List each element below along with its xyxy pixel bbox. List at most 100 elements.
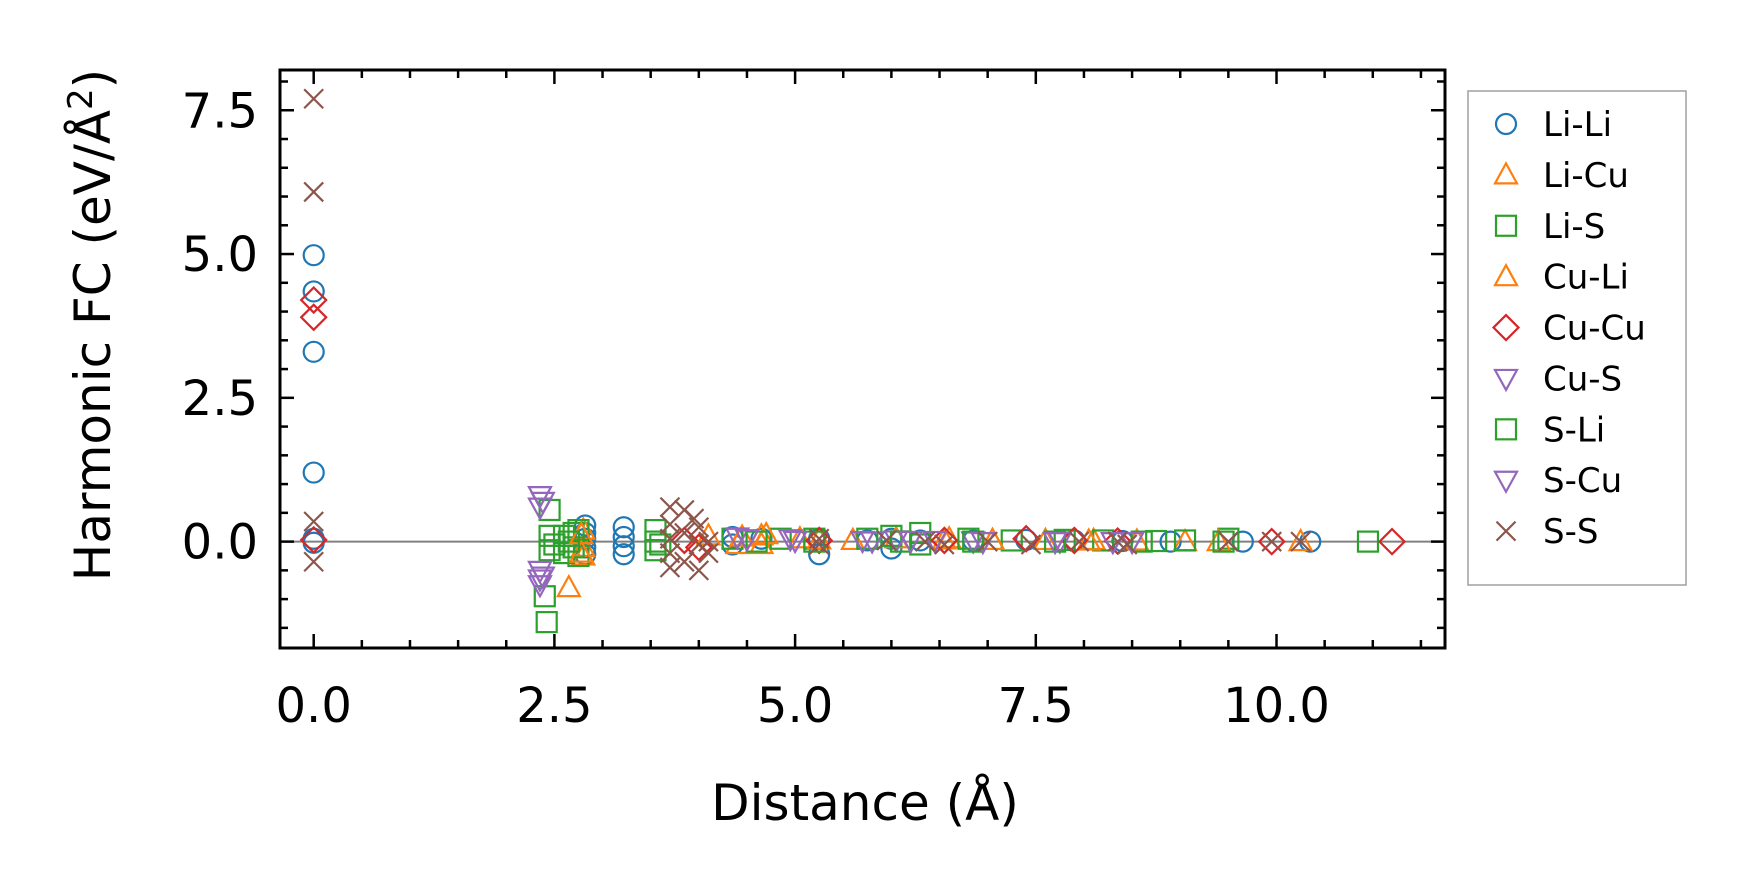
data-point (670, 526, 699, 555)
axes-frame (278, 68, 1447, 650)
data-points (299, 88, 1407, 634)
plot-background (280, 70, 1445, 648)
data-point (303, 88, 324, 110)
data-point (683, 508, 705, 529)
data-point (612, 543, 635, 566)
legend-marker (1493, 161, 1519, 185)
x-tick-label: 2.5 (516, 678, 592, 734)
data-point (782, 530, 808, 555)
tick-labels: 0.0 2.5 5.0 7.5 10.0 0.0 2.5 5.0 7.5 (182, 83, 1330, 734)
data-point (612, 525, 635, 549)
data-point (734, 529, 760, 553)
data-point (1257, 527, 1286, 556)
data-point (1075, 527, 1102, 551)
legend-marker (1493, 470, 1519, 495)
y-axis-title-main: Harmonic FC (eV/Å (64, 110, 122, 581)
legend-marker (1494, 418, 1518, 441)
y-tick-label: 2.5 (182, 371, 258, 427)
legend-marker (1494, 214, 1518, 237)
y-axis-title: Harmonic FC (eV/Å2) (61, 69, 122, 581)
data-point (808, 528, 830, 550)
data-point (659, 542, 681, 564)
data-point (557, 530, 580, 553)
legend-item: Cu-Cu (1491, 309, 1646, 349)
data-point (674, 522, 695, 544)
data-point (299, 303, 328, 332)
x-tick-label: 7.5 (998, 678, 1074, 734)
x-tick-label: 10.0 (1223, 678, 1330, 734)
data-point (535, 611, 558, 634)
legend-item: S-Cu (1493, 461, 1622, 501)
data-point (1116, 534, 1138, 555)
data-point (1000, 529, 1023, 552)
legend-marker (1494, 112, 1518, 136)
data-point (803, 530, 826, 553)
data-point (977, 531, 998, 552)
legend-item: Li-Li (1494, 105, 1612, 145)
data-point (859, 531, 885, 555)
legend-item: S-Li (1494, 410, 1605, 450)
data-point (302, 280, 325, 303)
data-point (302, 340, 325, 363)
data-point (724, 527, 751, 551)
axis-ticks (280, 70, 1445, 648)
axes-border (278, 68, 1447, 650)
y-tick-label: 5.0 (182, 227, 258, 283)
x-axis-title: Distance (Å) (711, 774, 1019, 832)
series-s-s (303, 88, 1311, 581)
data-point (1159, 530, 1182, 553)
data-point (698, 542, 719, 564)
data-point (555, 573, 582, 598)
legend-marker (1495, 520, 1517, 542)
data-point (1042, 532, 1068, 556)
data-point (574, 514, 597, 537)
legend-marker (1493, 262, 1519, 287)
data-point (644, 539, 667, 562)
data-point (1020, 534, 1042, 555)
data-point (962, 530, 985, 553)
data-point (529, 566, 556, 590)
legend-item: Cu-S (1493, 359, 1622, 399)
data-point (303, 551, 324, 573)
data-point (299, 285, 328, 315)
data-point (649, 533, 672, 556)
data-point (921, 530, 948, 555)
legend-marker (1491, 313, 1521, 342)
legend-item: S-S (1495, 512, 1598, 552)
data-point (302, 244, 325, 267)
data-point (1290, 531, 1311, 552)
data-point (659, 557, 681, 578)
data-point (299, 525, 328, 554)
y-tick-label: 0.0 (182, 515, 258, 571)
data-point (302, 461, 325, 484)
legend-label: Li-S (1543, 207, 1605, 247)
legend-item: Li-Cu (1493, 156, 1629, 196)
data-point (527, 575, 553, 599)
legend-label: Li-Cu (1543, 156, 1629, 196)
legend-label: Cu-S (1543, 359, 1622, 399)
data-point (529, 491, 556, 516)
legend-item: Cu-Li (1493, 258, 1629, 298)
legend: Li-Li Li-Cu Li-S Cu-Li Cu-Cu Cu-S S-Li S-Cu S-S (1467, 90, 1687, 586)
data-point (659, 528, 681, 550)
y-axis-title-superscript: 2 (61, 88, 101, 110)
legend-label: Cu-Li (1543, 258, 1629, 298)
y-tick-label: 7.5 (182, 83, 258, 139)
data-point (1068, 531, 1090, 552)
data-point (303, 511, 324, 532)
data-point (674, 551, 695, 573)
data-point (914, 531, 936, 552)
x-tick-label: 5.0 (757, 678, 833, 734)
legend-label: S-Cu (1543, 461, 1622, 501)
legend-label: Cu-Cu (1543, 309, 1646, 349)
data-point (856, 527, 879, 550)
data-point (688, 560, 710, 581)
data-point (934, 534, 955, 555)
data-point (1130, 530, 1153, 553)
data-point (1212, 530, 1235, 553)
data-point (979, 526, 1006, 551)
data-point (543, 533, 566, 556)
data-point (769, 527, 792, 550)
data-point (1173, 529, 1197, 552)
